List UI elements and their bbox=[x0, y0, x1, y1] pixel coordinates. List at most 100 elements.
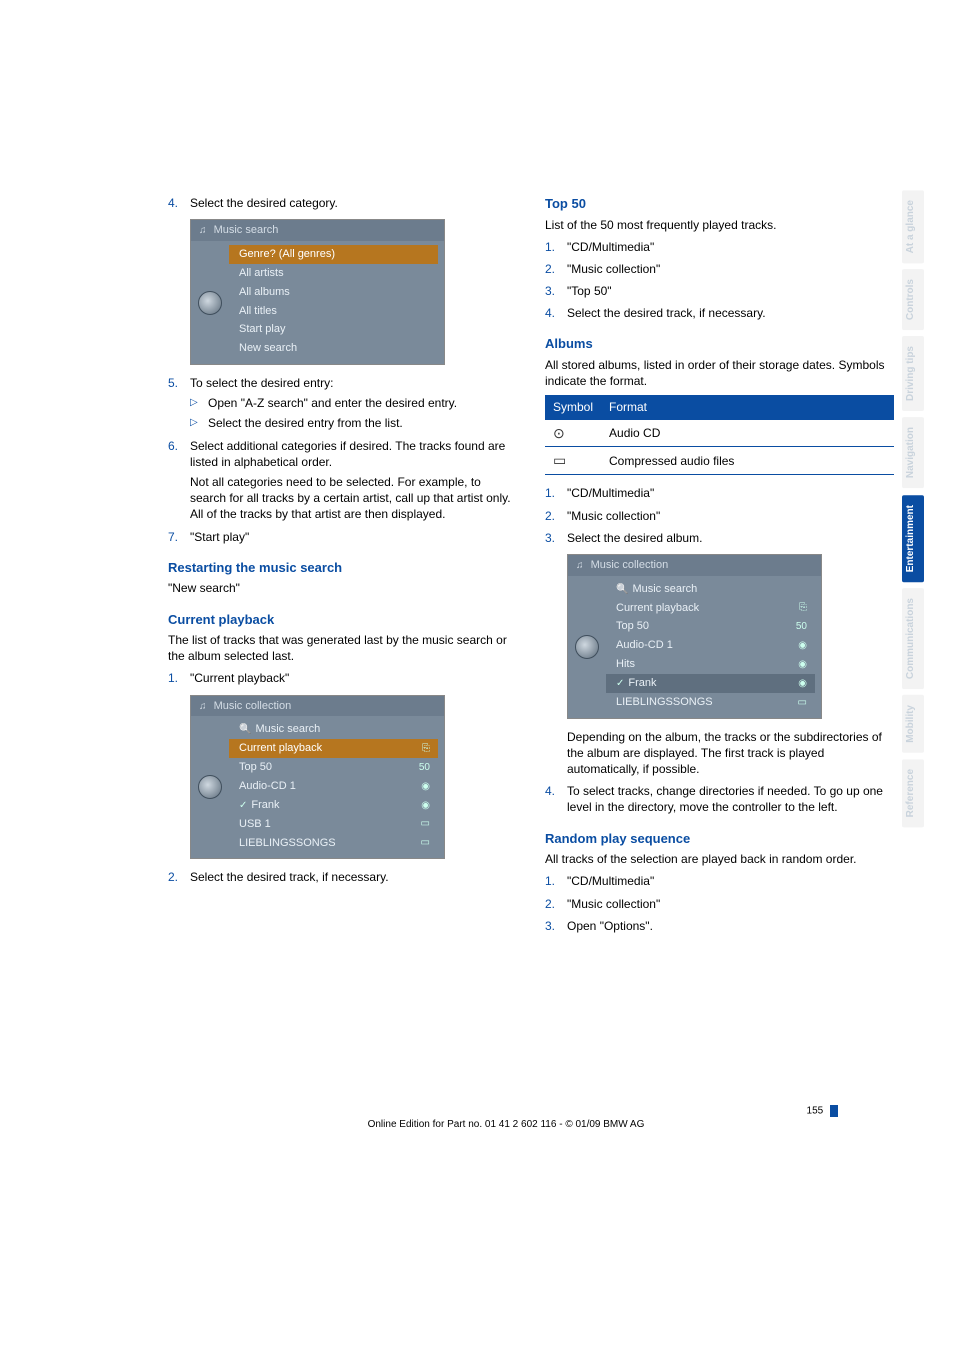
side-tab-at-a-glance[interactable]: At a glance bbox=[902, 190, 924, 263]
sub-item: Open "A-Z search" and enter the desired … bbox=[190, 395, 517, 411]
screenshot-row: Current playback⎘ bbox=[606, 599, 815, 618]
list-item: 4.Select the desired track, if necessary… bbox=[545, 305, 894, 321]
screenshot-list: Music searchCurrent playback⎘Top 5050Aud… bbox=[229, 716, 444, 858]
table-body: ⊙Audio CD▭Compressed audio files bbox=[545, 420, 894, 475]
control-knob bbox=[191, 241, 229, 364]
screenshot-row: New search bbox=[229, 339, 438, 358]
screenshot-row: Audio-CD 1◉ bbox=[229, 777, 438, 796]
step-text: To select tracks, change directories if … bbox=[567, 784, 883, 814]
step-number: 4. bbox=[545, 783, 555, 799]
two-column-layout: 4. Select the desired category. ♫ Music … bbox=[168, 195, 894, 940]
side-tab-mobility[interactable]: Mobility bbox=[902, 695, 924, 753]
screenshot-row: ✓Frank◉ bbox=[606, 674, 815, 693]
step-number: 2. bbox=[168, 869, 178, 885]
list-item: 3.Select the desired album. bbox=[545, 530, 894, 546]
step-5-sublist: Open "A-Z search" and enter the desired … bbox=[190, 395, 517, 431]
heading-current-playback: Current playback bbox=[168, 611, 517, 629]
ui-screenshot-music-search: ♫ Music search Genre? (All genres)All ar… bbox=[190, 219, 445, 365]
page-footer: 155 Online Edition for Part no. 01 41 2 … bbox=[168, 1105, 844, 1130]
list-item: 2."Music collection" bbox=[545, 508, 894, 524]
ui-screenshot-music-collection-2: ♫ Music collection Music searchCurrent p… bbox=[567, 554, 822, 719]
screenshot-row: Hits◉ bbox=[606, 655, 815, 674]
page-number-bar-icon bbox=[830, 1105, 838, 1117]
knob-icon bbox=[198, 291, 222, 315]
th-symbol: Symbol bbox=[545, 395, 601, 419]
albums-after-ss: Depending on the album, the tracks or th… bbox=[545, 729, 894, 778]
screenshot-row: Current playback⎘ bbox=[229, 739, 438, 758]
step-text: "Start play" bbox=[190, 530, 249, 544]
list-item: 2."Music collection" bbox=[545, 896, 894, 912]
list-item: 1."CD/Multimedia" bbox=[545, 873, 894, 889]
current-step-2: 2. Select the desired track, if necessar… bbox=[168, 869, 517, 885]
step-number: 7. bbox=[168, 529, 178, 545]
music-icon: ♫ bbox=[576, 560, 584, 571]
top50-intro: List of the 50 most frequently played tr… bbox=[545, 217, 894, 233]
current-steps-2: 2. Select the desired track, if necessar… bbox=[168, 869, 517, 885]
screenshot-row: LIEBLINGSSONGS▭ bbox=[606, 693, 815, 712]
list-item: 1."CD/Multimedia" bbox=[545, 485, 894, 501]
left-steps-a: 4. Select the desired category. bbox=[168, 195, 517, 211]
left-steps-b: 5. To select the desired entry: Open "A-… bbox=[168, 375, 517, 545]
th-format: Format bbox=[601, 395, 894, 419]
albums-intro: All stored albums, listed in order of th… bbox=[545, 357, 894, 389]
heading-random: Random play sequence bbox=[545, 830, 894, 848]
sub-item: Select the desired entry from the list. bbox=[190, 415, 517, 431]
list-item: 1."CD/Multimedia" bbox=[545, 239, 894, 255]
screenshot-row: ✓Frank◉ bbox=[229, 796, 438, 815]
step-number: 6. bbox=[168, 438, 178, 454]
side-tab-reference[interactable]: Reference bbox=[902, 759, 924, 827]
screenshot-body: Music searchCurrent playback⎘Top 5050Aud… bbox=[568, 576, 821, 718]
list-item: 3.Open "Options". bbox=[545, 918, 894, 934]
music-icon: ♫ bbox=[199, 225, 207, 236]
knob-icon bbox=[198, 775, 222, 799]
side-tab-navigation[interactable]: Navigation bbox=[902, 417, 924, 488]
current-steps: 1. "Current playback" bbox=[168, 670, 517, 686]
side-tab-communications[interactable]: Communications bbox=[902, 588, 924, 689]
left-column: 4. Select the desired category. ♫ Music … bbox=[168, 195, 517, 940]
music-icon: ♫ bbox=[199, 701, 207, 712]
albums-steps: 1."CD/Multimedia" 2."Music collection" 3.S… bbox=[545, 485, 894, 546]
screenshot-title: ♫ Music collection bbox=[191, 696, 444, 717]
side-tab-entertainment[interactable]: Entertainment bbox=[902, 495, 924, 582]
heading-albums: Albums bbox=[545, 335, 894, 353]
page-number: 155 bbox=[807, 1106, 824, 1117]
table-header-row: Symbol Format bbox=[545, 395, 894, 419]
screenshot-row: Genre? (All genres) bbox=[229, 245, 438, 264]
random-steps: 1."CD/Multimedia" 2."Music collection" 3.O… bbox=[545, 873, 894, 934]
side-tabs: At a glance Controls Driving tips Navigatio… bbox=[902, 190, 924, 827]
screenshot-row: Top 5050 bbox=[229, 758, 438, 777]
step-text: Select the desired track, if necessary. bbox=[190, 870, 389, 884]
footer-line: Online Edition for Part no. 01 41 2 602 … bbox=[168, 1119, 844, 1130]
top50-steps: 1."CD/Multimedia" 2."Music collection" 3."… bbox=[545, 239, 894, 322]
side-tab-driving-tips[interactable]: Driving tips bbox=[902, 336, 924, 411]
step-4: 4. Select the desired category. bbox=[168, 195, 517, 211]
screenshot-row: All albums bbox=[229, 283, 438, 302]
control-knob bbox=[191, 716, 229, 858]
step-text: "Current playback" bbox=[190, 671, 289, 685]
step-text: Select the desired category. bbox=[190, 196, 338, 210]
screenshot-list: Genre? (All genres)All artistsAll albums… bbox=[229, 241, 444, 364]
step-6: 6. Select additional categories if desir… bbox=[168, 438, 517, 523]
step-text: To select the desired entry: bbox=[190, 376, 333, 390]
right-column: Top 50 List of the 50 most frequently pl… bbox=[545, 195, 894, 940]
screenshot-row: USB 1▭ bbox=[229, 815, 438, 834]
step-number: 4. bbox=[168, 195, 178, 211]
list-item: 3."Top 50" bbox=[545, 283, 894, 299]
current-playback-para: The list of tracks that was generated la… bbox=[168, 632, 517, 664]
restart-text: "New search" bbox=[168, 580, 517, 596]
step-text: Select additional categories if desired.… bbox=[190, 439, 505, 469]
knob-icon bbox=[575, 635, 599, 659]
step-4: 4. To select tracks, change directories … bbox=[545, 783, 894, 815]
step-number: 5. bbox=[168, 375, 178, 391]
table-row: ⊙Audio CD bbox=[545, 420, 894, 447]
screenshot-title: ♫ Music collection bbox=[568, 555, 821, 576]
page: 4. Select the desired category. ♫ Music … bbox=[0, 0, 954, 940]
side-tab-controls[interactable]: Controls bbox=[902, 269, 924, 330]
screenshot-row: Music search bbox=[229, 720, 438, 739]
list-item: 2."Music collection" bbox=[545, 261, 894, 277]
control-knob bbox=[568, 576, 606, 718]
step-7: 7. "Start play" bbox=[168, 529, 517, 545]
screenshot-body: Music searchCurrent playback⎘Top 5050Aud… bbox=[191, 716, 444, 858]
ui-screenshot-music-collection-1: ♫ Music collection Music searchCurrent p… bbox=[190, 695, 445, 860]
albums-step4: 4. To select tracks, change directories … bbox=[545, 783, 894, 815]
